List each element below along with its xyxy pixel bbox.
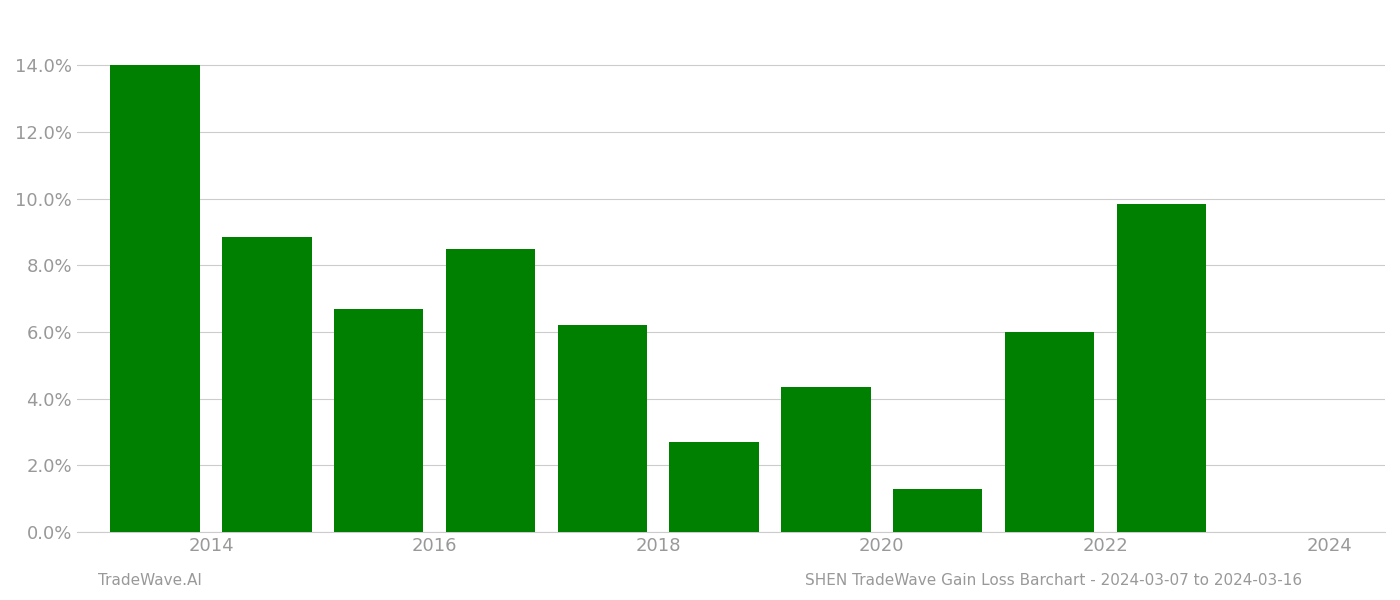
Bar bbox=[781, 387, 871, 532]
Text: SHEN TradeWave Gain Loss Barchart - 2024-03-07 to 2024-03-16: SHEN TradeWave Gain Loss Barchart - 2024… bbox=[805, 573, 1302, 588]
Bar bbox=[1117, 203, 1207, 532]
Bar bbox=[111, 65, 200, 532]
Bar bbox=[669, 442, 759, 532]
Bar bbox=[557, 325, 647, 532]
Bar bbox=[1005, 332, 1095, 532]
Bar bbox=[445, 248, 535, 532]
Bar bbox=[893, 489, 983, 532]
Bar bbox=[335, 308, 423, 532]
Bar bbox=[223, 237, 312, 532]
Text: TradeWave.AI: TradeWave.AI bbox=[98, 573, 202, 588]
